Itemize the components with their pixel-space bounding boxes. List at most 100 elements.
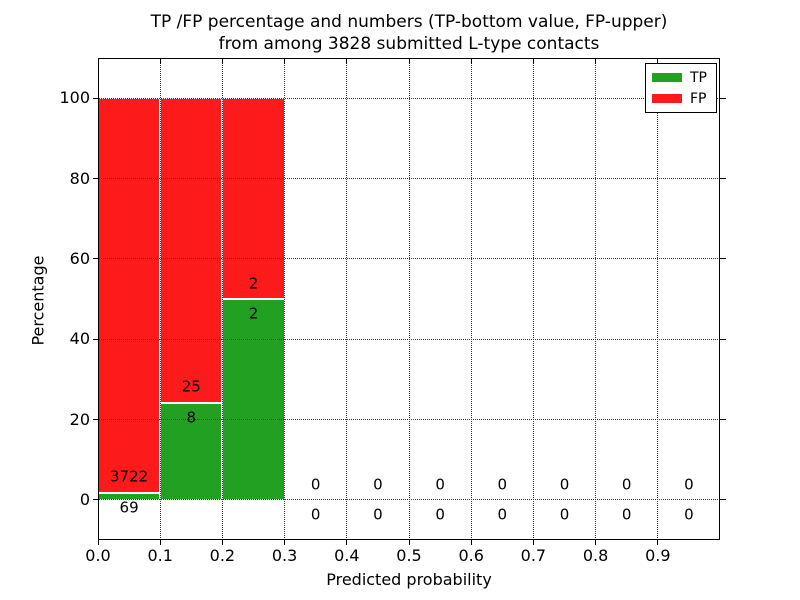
y-tick-right xyxy=(720,258,726,260)
y-tick-right xyxy=(720,499,726,501)
x-tick xyxy=(346,540,348,545)
x-tick-label: 0.1 xyxy=(147,546,173,565)
x-tick-inner xyxy=(408,59,410,64)
x-axis-label: Predicted probability xyxy=(326,570,492,589)
gridline-vertical xyxy=(221,58,223,540)
fp-count-label: 25 xyxy=(181,377,201,396)
y-tick xyxy=(93,258,98,260)
gridline-horizontal xyxy=(98,338,720,340)
gridline-vertical xyxy=(470,58,472,540)
x-tick-label: 0.2 xyxy=(209,546,236,565)
gridline-vertical xyxy=(595,58,597,540)
x-tick xyxy=(470,540,472,545)
y-tick xyxy=(93,499,98,501)
x-tick-inner xyxy=(221,59,223,64)
x-tick xyxy=(97,540,99,545)
fp-count-label: 0 xyxy=(435,475,445,494)
y-tick-right xyxy=(720,419,726,420)
gridline-vertical xyxy=(159,58,161,540)
gridline-vertical xyxy=(346,58,348,540)
bar-segment-fp xyxy=(222,98,285,299)
x-tick-inner xyxy=(159,59,161,64)
x-tick xyxy=(284,540,286,545)
fp-count-label: 3722 xyxy=(110,467,149,486)
gridline-vertical xyxy=(532,58,534,540)
x-tick xyxy=(532,540,534,545)
fp-count-label: 2 xyxy=(248,274,259,293)
gridline-horizontal xyxy=(98,499,720,501)
legend-label-fp: FP xyxy=(690,90,707,107)
tp-count-label: 0 xyxy=(684,505,694,524)
legend-entry-tp: TP xyxy=(652,69,710,87)
tp-count-label: 0 xyxy=(621,505,632,524)
x-tick-label: 0.7 xyxy=(520,546,547,565)
x-tick-inner xyxy=(284,59,286,64)
fp-count-label: 0 xyxy=(497,475,508,494)
gridline-horizontal xyxy=(98,178,720,179)
y-tick-label: 20 xyxy=(69,409,90,429)
fp-count-label: 0 xyxy=(373,475,383,494)
y-tick xyxy=(93,419,98,420)
bar-segment-fp xyxy=(160,98,223,403)
gridline-horizontal xyxy=(98,97,720,99)
legend-swatch-fp xyxy=(652,94,682,103)
tp-count-label: 0 xyxy=(559,505,570,524)
fp-count-label: 0 xyxy=(621,475,632,494)
x-tick-inner xyxy=(97,59,99,64)
x-tick-label: 0.6 xyxy=(458,546,484,565)
legend: TP FP xyxy=(645,63,717,113)
fp-count-label: 0 xyxy=(684,475,694,494)
legend-label-tp: TP xyxy=(690,69,707,86)
bar-segment-tp xyxy=(222,299,285,500)
x-tick xyxy=(408,540,410,545)
x-tick-inner xyxy=(657,59,659,64)
y-tick-label: 100 xyxy=(59,88,90,108)
tp-count-label: 0 xyxy=(435,505,445,524)
chart-title-line2: from among 3828 submitted L-type contact… xyxy=(218,34,600,54)
tp-count-label: 0 xyxy=(497,505,508,524)
y-tick-label: 40 xyxy=(69,329,90,349)
x-tick xyxy=(595,540,597,545)
y-tick-label: 60 xyxy=(69,248,90,268)
y-tick xyxy=(93,178,98,179)
tp-count-label: 0 xyxy=(310,505,321,524)
bar-segment-fp xyxy=(98,98,161,493)
y-tick-label: 80 xyxy=(69,168,90,188)
x-tick-label: 0.9 xyxy=(645,546,671,565)
tp-count-label: 8 xyxy=(186,408,197,427)
chart-title: TP /FP percentage and numbers (TP-bottom… xyxy=(98,11,720,55)
y-tick-right xyxy=(720,97,726,99)
x-tick-label: 0.3 xyxy=(271,546,298,565)
y-tick xyxy=(93,338,98,340)
x-tick xyxy=(657,540,659,545)
x-tick-label: 0.8 xyxy=(582,546,609,565)
chart-title-line1: TP /FP percentage and numbers (TP-bottom… xyxy=(150,12,668,32)
x-tick-inner xyxy=(470,59,472,64)
x-tick-inner xyxy=(595,59,597,64)
x-tick-inner xyxy=(346,59,348,64)
x-tick xyxy=(221,540,223,545)
y-tick-right xyxy=(720,338,726,340)
legend-entry-fp: FP xyxy=(652,90,710,108)
x-tick-inner xyxy=(532,59,534,64)
y-tick xyxy=(93,97,98,99)
x-tick-label: 0.0 xyxy=(85,546,111,565)
legend-swatch-tp xyxy=(652,73,682,82)
fp-count-label: 0 xyxy=(310,475,321,494)
x-tick-label: 0.4 xyxy=(334,546,360,565)
tp-count-label: 69 xyxy=(119,498,139,517)
gridline-vertical xyxy=(284,58,286,540)
tp-count-label: 2 xyxy=(248,304,259,323)
bar-segment-tp xyxy=(160,402,223,500)
tp-count-label: 0 xyxy=(373,505,383,524)
y-axis-label: Percentage xyxy=(28,255,48,346)
y-tick-right xyxy=(720,178,726,179)
x-tick xyxy=(159,540,161,545)
fp-count-label: 0 xyxy=(559,475,570,494)
gridline-horizontal xyxy=(98,258,720,260)
gridline-vertical xyxy=(657,58,659,540)
y-tick-label: 0 xyxy=(79,489,90,509)
gridline-vertical xyxy=(408,58,410,540)
x-tick-label: 0.5 xyxy=(396,546,422,565)
